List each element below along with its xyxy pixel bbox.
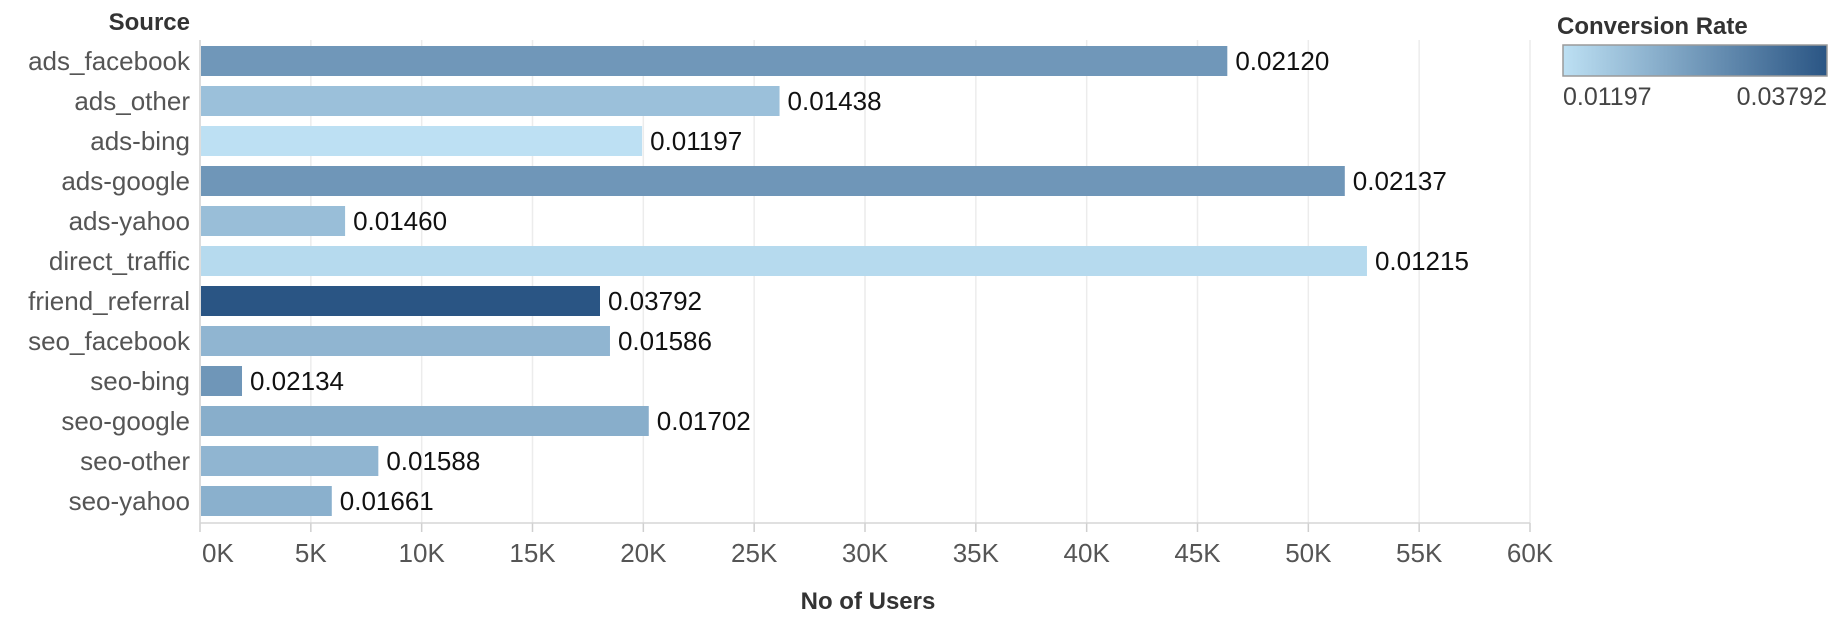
data-label: 0.02120 xyxy=(1235,46,1329,76)
row-label: seo-bing xyxy=(90,366,190,396)
bar xyxy=(201,86,780,116)
bar xyxy=(201,326,610,356)
row-label: direct_traffic xyxy=(49,246,190,276)
row-label: ads-google xyxy=(61,166,190,196)
row-label: seo-yahoo xyxy=(69,486,190,516)
data-label: 0.01197 xyxy=(650,126,742,156)
grid-lines xyxy=(199,40,1531,532)
data-label: 0.01702 xyxy=(657,406,751,436)
row-labels: ads_facebook ads_other ads-bing ads-google a… xyxy=(28,46,191,516)
x-tick-label: 5K xyxy=(295,538,327,568)
data-label: 0.03792 xyxy=(608,286,702,316)
bar xyxy=(201,286,600,316)
row-label: ads-bing xyxy=(90,126,190,156)
data-label: 0.01460 xyxy=(353,206,447,236)
row-header: Source xyxy=(109,9,190,36)
bar xyxy=(201,126,643,156)
x-tick-label: 25K xyxy=(731,538,778,568)
bars xyxy=(201,46,1367,516)
row-label: seo-google xyxy=(61,406,190,436)
x-tick-label: 20K xyxy=(620,538,667,568)
x-tick-label: 45K xyxy=(1174,538,1221,568)
x-tick-label: 35K xyxy=(953,538,1000,568)
x-tick-label: 55K xyxy=(1396,538,1443,568)
data-label: 0.01215 xyxy=(1375,246,1469,276)
bar xyxy=(201,366,243,396)
bar xyxy=(201,486,332,516)
x-axis-ticks: 0K 5K 10K 15K 20K 25K 30K 35K 40K 45K 50K 55K 60K xyxy=(202,538,1554,568)
bar xyxy=(201,406,649,436)
row-label: ads_other xyxy=(74,86,190,116)
bar xyxy=(201,206,346,236)
data-label: 0.01586 xyxy=(618,326,712,356)
bar xyxy=(201,46,1228,76)
data-labels: 0.02120 0.01438 0.01197 0.02137 0.01460 0.012… xyxy=(250,46,1469,516)
x-tick-label: 60K xyxy=(1507,538,1554,568)
data-label: 0.02134 xyxy=(250,366,344,396)
row-label: seo-other xyxy=(80,446,190,476)
bar xyxy=(201,166,1345,196)
row-label: seo_facebook xyxy=(28,326,191,356)
bar xyxy=(201,446,379,476)
x-tick-label: 50K xyxy=(1285,538,1332,568)
x-tick-label: 0K xyxy=(202,538,234,568)
row-label: ads_facebook xyxy=(28,46,191,76)
x-axis-title: No of Users xyxy=(801,588,936,615)
row-label: ads-yahoo xyxy=(69,206,190,236)
bar xyxy=(201,246,1367,276)
data-label: 0.02137 xyxy=(1353,166,1447,196)
legend-max-label: 0.03792 xyxy=(1737,83,1827,111)
legend-title: Conversion Rate xyxy=(1557,13,1748,40)
data-label: 0.01588 xyxy=(386,446,480,476)
row-label: friend_referral xyxy=(28,286,190,316)
data-label: 0.01438 xyxy=(788,86,882,116)
color-legend: Conversion Rate 0.01197 0.03792 xyxy=(1557,13,1828,111)
x-tick-label: 15K xyxy=(509,538,556,568)
data-label: 0.01661 xyxy=(340,486,434,516)
legend-gradient-bar xyxy=(1562,44,1828,77)
x-tick-label: 30K xyxy=(842,538,889,568)
x-tick-label: 10K xyxy=(399,538,446,568)
legend-min-label: 0.01197 xyxy=(1563,83,1652,111)
x-tick-label: 40K xyxy=(1064,538,1111,568)
